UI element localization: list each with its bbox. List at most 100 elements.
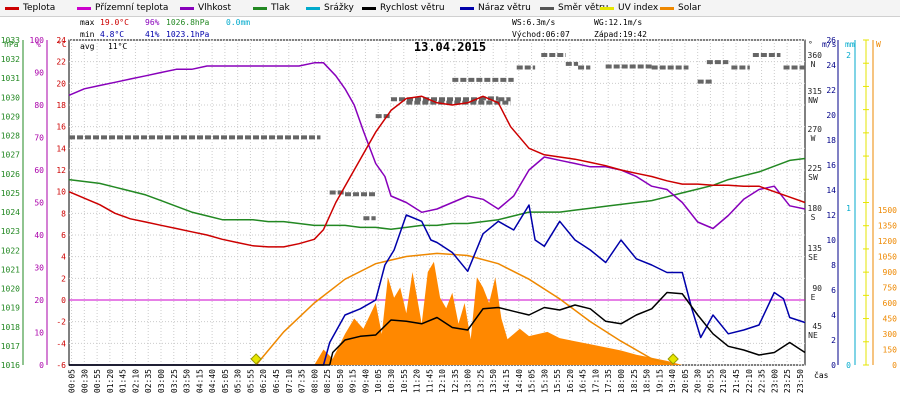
- stats-min-label: min: [80, 30, 95, 39]
- legend-item: Náraz větru: [460, 3, 531, 13]
- legend: Teplota Přízemní teplota Vlhkost Tlak Srážky…: [0, 0, 900, 17]
- legend-item: UV index: [600, 3, 658, 13]
- solar-unit: W: [876, 40, 881, 49]
- x-tick-label: 05:55: [246, 369, 255, 393]
- legend-item: Vlhkost: [180, 3, 231, 13]
- legend-swatch: [540, 6, 554, 10]
- legend-swatch: [253, 6, 267, 10]
- x-tick-label: 23:50: [796, 369, 805, 393]
- x-tick-label: 19:40: [668, 369, 677, 393]
- x-tick-label: 07:10: [285, 369, 294, 393]
- stats-max-rain: 0.0mm: [226, 18, 250, 27]
- pressure-tick-label: 1032: [1, 55, 20, 64]
- humidity-tick-label: 0: [39, 361, 44, 370]
- humidity-tick-label: 80: [34, 101, 44, 110]
- x-tick-label: 23:00: [770, 369, 779, 393]
- stats-max-pressure: 1026.8hPa: [166, 18, 210, 27]
- x-tick-label: 20:55: [706, 369, 715, 393]
- x-tick-label: 14:15: [502, 369, 511, 393]
- stats-avg-temperature: 11°C: [108, 42, 127, 51]
- temperature-tick-label: 10: [56, 188, 66, 197]
- stats-wind-gust: WG:12.1m/s: [594, 18, 642, 27]
- stats-sunset: Západ:19:42: [594, 30, 647, 39]
- legend-label: Směr větru: [558, 3, 609, 13]
- wind-tick-label: 10: [826, 236, 836, 245]
- x-tick-label: 10:30: [387, 369, 396, 393]
- x-tick-label: 08:25: [323, 369, 332, 393]
- temperature-tick-label: -6: [56, 361, 66, 370]
- legend-swatch: [306, 6, 320, 10]
- x-tick-label: 15:30: [540, 369, 549, 393]
- rain-tick-label: 1: [846, 204, 851, 213]
- rain-unit: mm: [845, 40, 855, 49]
- wind-tick-label: 18: [826, 136, 836, 145]
- wind-direction-tick-label: 360: [808, 51, 823, 60]
- wind-direction-compass-label: NW: [808, 96, 818, 105]
- humidity-tick-label: 100: [30, 36, 45, 45]
- legend-swatch: [660, 6, 674, 10]
- x-tick-label: 11:45: [425, 369, 434, 393]
- wind-direction-tick-label: 45: [812, 322, 822, 331]
- solar-tick-label: 1500: [878, 206, 897, 215]
- x-tick-label: 03:00: [157, 369, 166, 393]
- solar-tick-label: 300: [883, 330, 898, 339]
- x-tick-label: 05:05: [221, 369, 230, 393]
- wind-tick-label: 16: [826, 161, 836, 170]
- x-tick-label: 00:05: [68, 369, 77, 393]
- stats-avg-label: avg: [80, 42, 95, 51]
- temperature-tick-label: 18: [56, 101, 66, 110]
- uv-marker: [667, 353, 679, 365]
- x-tick-label: 06:20: [259, 369, 268, 393]
- pressure-unit: hPa: [4, 40, 19, 49]
- x-tick-label: 11:20: [413, 369, 422, 393]
- wind-direction-tick-label: 135: [808, 244, 823, 253]
- humidity-tick-label: 10: [34, 329, 44, 338]
- x-tick-label: 08:50: [336, 369, 345, 393]
- x-tick-label: 16:45: [579, 369, 588, 393]
- x-tick-label: 00:55: [93, 369, 102, 393]
- solar-tick-label: 1050: [878, 253, 897, 262]
- pressure-tick-label: 1020: [1, 285, 20, 294]
- x-tick-label: 02:10: [131, 369, 140, 393]
- pressure-tick-label: 1023: [1, 227, 20, 236]
- wind-direction-compass-label: N: [811, 60, 816, 69]
- solar-tick-label: 1200: [878, 237, 897, 246]
- stats-min-humidity: 41%: [145, 30, 160, 39]
- legend-swatch: [180, 6, 194, 10]
- legend-label: UV index: [618, 3, 659, 13]
- x-tick-label: 14:40: [515, 369, 524, 393]
- x-tick-label: 13:25: [476, 369, 485, 393]
- pressure-tick-label: 1017: [1, 342, 20, 351]
- legend-label: Rychlost větru: [380, 3, 445, 13]
- solar-tick-label: 150: [883, 346, 898, 355]
- wind-direction-unit: °: [808, 40, 813, 49]
- x-tick-label: 21:20: [719, 369, 728, 393]
- rain-tick-label: 0: [846, 361, 851, 370]
- x-tick-label: 12:10: [438, 369, 447, 393]
- x-tick-label: 20:30: [694, 369, 703, 393]
- stats-max-temperature: 19.0°C: [100, 18, 129, 27]
- legend-swatch: [5, 6, 19, 10]
- pressure-tick-label: 1022: [1, 246, 20, 255]
- stats-max-humidity: 96%: [145, 18, 160, 27]
- wind-direction-compass-label: SE: [808, 253, 818, 262]
- x-tick-label: 23:25: [783, 369, 792, 393]
- pressure-tick-label: 1025: [1, 189, 20, 198]
- x-tick-label: 10:55: [400, 369, 409, 393]
- x-tick-label: 17:10: [591, 369, 600, 393]
- humidity-tick-label: 20: [34, 296, 44, 305]
- x-tick-label: 12:35: [451, 369, 460, 393]
- x-tick-label: 21:45: [732, 369, 741, 393]
- stats-max-label: max: [80, 18, 95, 27]
- wind-tick-label: 20: [826, 111, 836, 120]
- uv-marker: [250, 353, 262, 365]
- x-tick-label: 13:50: [489, 369, 498, 393]
- legend-item: Tlak: [253, 3, 290, 13]
- pressure-tick-label: 1033: [1, 36, 20, 45]
- temperature-tick-label: 2: [61, 274, 66, 283]
- x-tick-label: 18:25: [630, 369, 639, 393]
- legend-swatch: [362, 6, 376, 10]
- temperature-unit: °C: [57, 40, 67, 49]
- temperature-tick-label: 6: [61, 231, 66, 240]
